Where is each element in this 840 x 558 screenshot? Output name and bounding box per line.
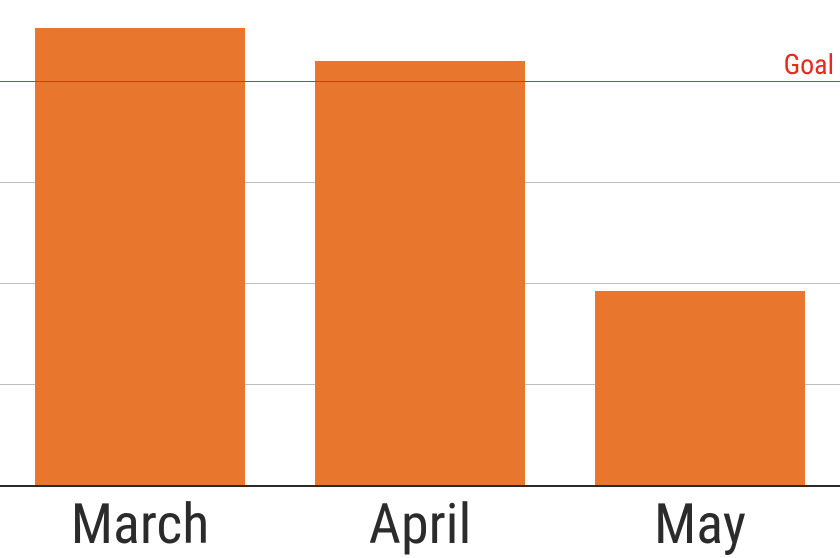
- plot-area: Goal: [0, 0, 840, 485]
- x-axis-baseline: [0, 485, 840, 487]
- monthly-bar-chart: Goal March April May: [0, 0, 840, 558]
- goal-line: [0, 81, 840, 82]
- bar-march: [35, 28, 245, 485]
- goal-label: Goal: [784, 48, 834, 81]
- bar-may: [595, 291, 805, 485]
- bar-april: [315, 61, 525, 485]
- x-label-may: May: [654, 491, 746, 557]
- x-label-april: April: [369, 491, 472, 557]
- x-label-march: March: [71, 491, 210, 557]
